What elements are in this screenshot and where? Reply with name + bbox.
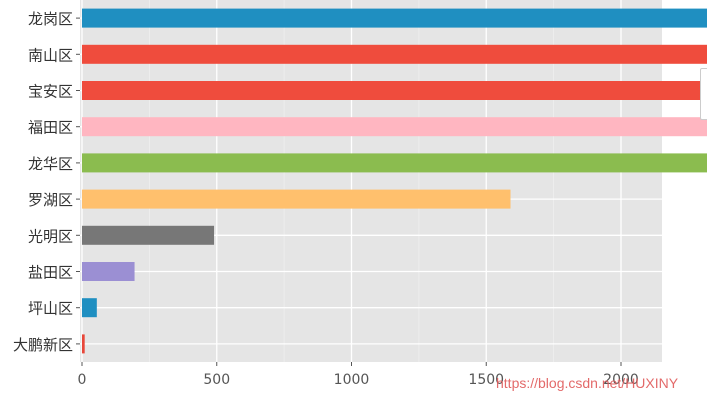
x-tick-label: 1500	[468, 372, 504, 388]
y-tick-label: 罗湖区	[28, 191, 73, 209]
bar-3	[82, 81, 707, 100]
y-tick-label: 大鹏新区	[13, 336, 73, 354]
x-tick-label: 2000	[603, 372, 639, 388]
bar-2	[82, 44, 707, 64]
y-tick-label: 南山区	[28, 46, 73, 64]
x-tick-label: 0	[78, 372, 87, 388]
bar-4	[82, 117, 707, 137]
bar-5	[82, 153, 707, 173]
y-tick-label: 盐田区	[28, 264, 73, 282]
watermark-text: https://blog.csdn.net/HUXINY	[496, 375, 679, 391]
x-tick-label: 500	[203, 372, 230, 388]
bar-9	[82, 298, 97, 318]
y-tick-label: 宝安区	[28, 83, 73, 101]
y-tick-label: 光明区	[28, 227, 73, 245]
y-tick-label: 坪山区	[28, 300, 73, 318]
y-tick-label: 福田区	[28, 119, 73, 137]
y-tick-label: 龙华区	[28, 155, 73, 173]
bar-1	[82, 8, 707, 28]
bar-10	[82, 334, 85, 354]
y-tick-label: 龙岗区	[28, 10, 73, 28]
x-tick-label: 1000	[334, 372, 370, 388]
bar-7	[82, 225, 215, 245]
legend-box	[700, 68, 707, 120]
bar-6	[82, 189, 511, 209]
bar-8	[82, 262, 135, 281]
